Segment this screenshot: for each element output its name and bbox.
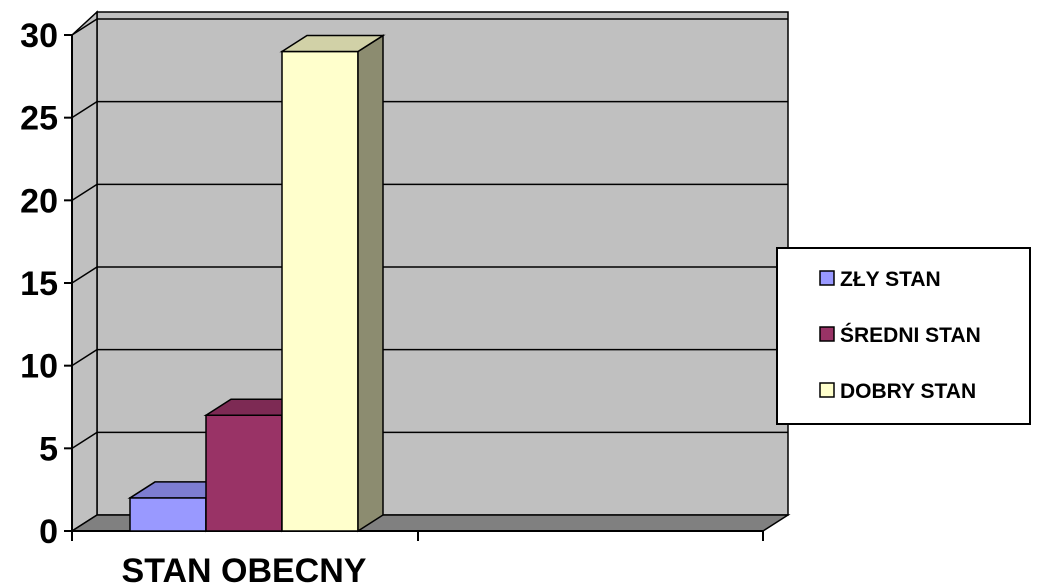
- legend-swatch: [819, 326, 835, 342]
- category-label: STAN OBECNY: [122, 552, 367, 585]
- bars: [127, 34, 386, 533]
- y-tick-label: 10: [20, 348, 58, 386]
- gridline: [71, 183, 788, 201]
- legend-label: ŚREDNI STAN: [840, 323, 981, 347]
- bar: [279, 34, 386, 533]
- legend-swatch: [819, 382, 835, 398]
- legend-swatch: [819, 270, 835, 286]
- gridline: [71, 266, 788, 284]
- legend-label: ZŁY STAN: [840, 268, 941, 291]
- gridline: [71, 18, 788, 36]
- y-axis-ticks: 0 5 10 15 20 25 30: [20, 17, 72, 551]
- legend-label: DOBRY STAN: [840, 380, 976, 403]
- bar-top: [279, 34, 386, 53]
- gridline: [71, 100, 788, 119]
- y-tick-label: 15: [20, 265, 58, 303]
- bar-front: [281, 50, 359, 532]
- bar-side: [357, 34, 384, 533]
- y-tick-label: 25: [20, 100, 58, 138]
- y-tick-label: 30: [20, 17, 58, 55]
- gridlines: [71, 18, 788, 449]
- plot-back-wall: [96, 11, 789, 516]
- bar-front: [205, 414, 283, 532]
- legend: ZŁY STAN ŚREDNI STAN DOBRY STAN: [819, 268, 981, 403]
- y-tick-label: 20: [20, 182, 58, 220]
- plot-side-wall: [71, 10, 98, 533]
- y-tick-label: 0: [39, 513, 58, 551]
- legend-box: [776, 247, 1031, 425]
- gridline: [71, 431, 788, 449]
- bar-front: [129, 497, 207, 532]
- gridline: [71, 348, 788, 367]
- y-tick-label: 5: [39, 430, 58, 468]
